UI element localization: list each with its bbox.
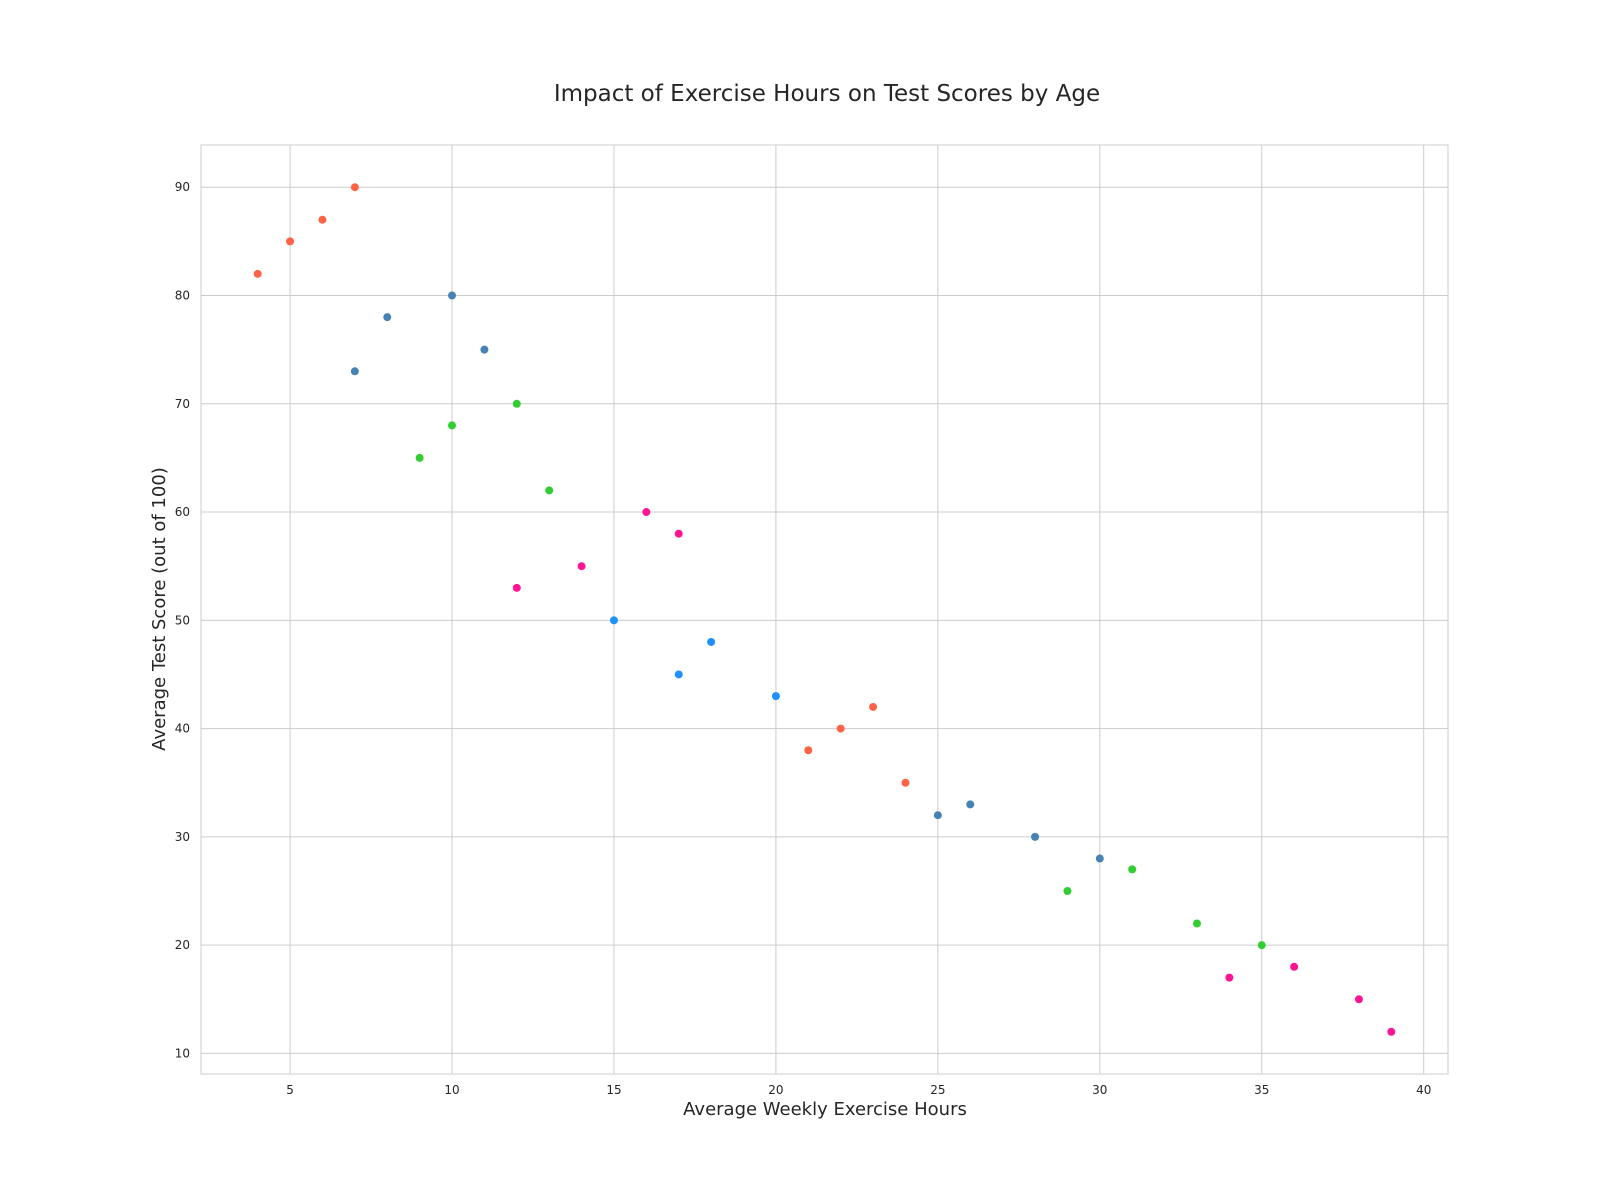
chart-title: Impact of Exercise Hours on Test Scores … (554, 81, 1100, 107)
data-point (609, 616, 618, 625)
data-point (448, 291, 457, 300)
x-tick-label: 20 (768, 1083, 783, 1097)
data-point (1225, 973, 1234, 982)
x-tick-label: 15 (606, 1083, 621, 1097)
data-point (1354, 995, 1363, 1004)
data-point (350, 367, 359, 376)
data-point (1257, 941, 1266, 950)
data-point (933, 811, 942, 820)
data-point (707, 637, 716, 646)
data-point (577, 562, 586, 571)
x-tick-label: 5 (286, 1083, 294, 1097)
y-tick-label: 80 (175, 289, 190, 303)
y-tick-label: 30 (175, 830, 190, 844)
data-point (286, 237, 295, 246)
data-point (804, 746, 813, 755)
y-tick-label: 10 (175, 1046, 190, 1060)
y-tick-label: 20 (175, 938, 190, 952)
data-point (901, 778, 910, 787)
y-axis-label: Average Test Score (out of 100) (149, 467, 170, 751)
data-points (253, 183, 1396, 1036)
data-point (869, 702, 878, 711)
data-point (480, 345, 489, 354)
data-point (1063, 887, 1072, 896)
y-tick-label: 60 (175, 505, 190, 519)
data-point (1387, 1027, 1396, 1036)
y-axis-ticks: 10 20 30 40 50 60 70 80 90 (175, 180, 190, 1060)
data-point (1128, 865, 1137, 874)
x-tick-label: 35 (1254, 1083, 1269, 1097)
data-point (253, 269, 262, 278)
x-tick-label: 30 (1092, 1083, 1107, 1097)
data-point (1095, 854, 1104, 863)
grid-lines (201, 145, 1448, 1074)
data-point (415, 453, 424, 462)
x-tick-label: 40 (1416, 1083, 1431, 1097)
data-point (383, 313, 392, 322)
data-point (350, 183, 359, 192)
data-point (966, 800, 975, 809)
y-tick-label: 40 (175, 722, 190, 736)
y-tick-label: 90 (175, 180, 190, 194)
y-tick-label: 50 (175, 613, 190, 627)
data-point (448, 421, 457, 430)
x-axis-ticks: 5 10 15 20 25 30 35 40 (286, 1083, 1431, 1097)
data-point (836, 724, 845, 733)
data-point (1192, 919, 1201, 928)
data-point (771, 692, 780, 701)
y-tick-label: 70 (175, 397, 190, 411)
data-point (1031, 832, 1040, 841)
data-point (318, 215, 327, 224)
x-tick-label: 10 (444, 1083, 459, 1097)
x-tick-label: 25 (930, 1083, 945, 1097)
data-point (674, 670, 683, 679)
plot-area-frame (200, 144, 1449, 1075)
data-point (512, 583, 521, 592)
data-point (545, 486, 554, 495)
data-point (1290, 962, 1299, 971)
data-point (674, 529, 683, 538)
x-axis-label: Average Weekly Exercise Hours (683, 1099, 967, 1120)
data-point (642, 508, 651, 517)
data-point (512, 399, 521, 408)
